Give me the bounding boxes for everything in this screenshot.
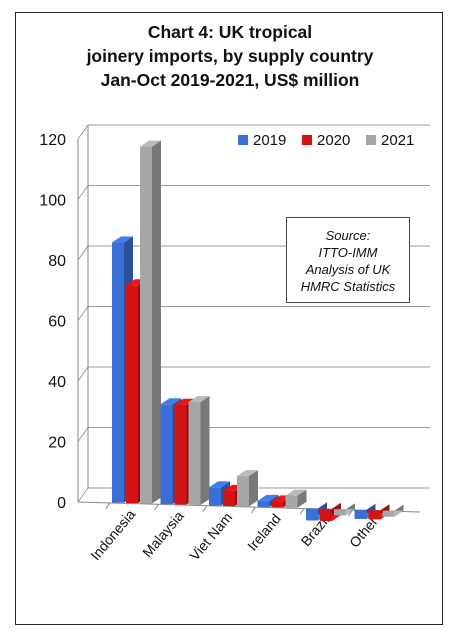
chart-title-line-3: Jan-Oct 2019-2021, US$ million [100, 70, 360, 90]
x-tick [202, 505, 208, 512]
source-note: Source: ITTO-IMM Analysis of UK HMRC Sta… [286, 217, 410, 303]
x-tick [251, 506, 256, 514]
legend-swatch [302, 135, 312, 145]
bar [112, 242, 124, 503]
bar [209, 487, 221, 506]
legend-label: 2019 [253, 132, 286, 149]
y-tick-label: 0 [57, 495, 66, 512]
x-tick [154, 503, 159, 511]
bar [334, 509, 346, 516]
source-line-1: Source: [325, 228, 371, 243]
chart-frame [15, 12, 443, 625]
legend-swatch [366, 135, 376, 145]
x-tick-label: Indonesia [87, 506, 138, 563]
bar-top [257, 494, 279, 501]
source-line-4: HMRC Statistics [300, 279, 396, 294]
y-tick-label: 100 [39, 193, 66, 210]
gridline-side [77, 427, 89, 442]
gridline-side [77, 366, 89, 382]
bar [188, 402, 201, 505]
bar [174, 404, 187, 505]
legend-label: 2020 [317, 132, 350, 149]
bar-top [160, 398, 182, 405]
bar [126, 285, 138, 504]
x-tick [299, 508, 305, 515]
bar [306, 508, 318, 521]
bar-top [237, 470, 258, 477]
x-tick-label: Malaysia [139, 508, 187, 561]
y-tick-label: 60 [48, 314, 66, 331]
bar [223, 490, 235, 506]
bar [140, 146, 152, 504]
gridline-side [77, 487, 89, 503]
bar-top [188, 396, 210, 403]
bar [368, 510, 381, 520]
bar [257, 500, 270, 507]
bar [271, 501, 284, 508]
y-tick-label: 20 [48, 435, 66, 452]
bar [285, 495, 298, 508]
bar-top [112, 236, 133, 243]
x-tick [105, 502, 111, 509]
bar-side [200, 396, 210, 505]
chart-title-line-1: Chart 4: UK tropical [147, 22, 313, 42]
bar-side [249, 470, 258, 507]
bar [354, 509, 367, 519]
bar-side [297, 489, 307, 508]
gridline-side [77, 124, 89, 140]
bar-top [285, 489, 307, 496]
gridline-side [77, 245, 89, 261]
x-tick-label: Viet Nam [186, 509, 235, 563]
y-tick-label: 120 [39, 132, 66, 149]
bar-top [209, 481, 230, 488]
y-tick-label: 40 [48, 374, 66, 391]
y-tick-label: 80 [48, 253, 66, 270]
legend-label: 2021 [381, 132, 414, 149]
source-line-3: Analysis of UK [305, 262, 391, 277]
bar-side [152, 140, 161, 504]
source-line-2: ITTO-IMM [318, 245, 378, 260]
bar [320, 508, 332, 521]
bar [382, 510, 395, 517]
legend-swatch [238, 135, 248, 145]
gridline-side [77, 185, 89, 200]
bar-top [140, 140, 161, 147]
chart-title-line-2: joinery imports, by supply country [86, 46, 374, 66]
chart-title: Chart 4: UK tropical joinery imports, by… [0, 20, 460, 92]
bar [160, 404, 173, 505]
bar [237, 476, 249, 507]
bar-top [174, 398, 196, 405]
x-tick [348, 509, 353, 517]
x-tick-label: Ireland [244, 511, 284, 554]
gridline-side [77, 306, 89, 321]
